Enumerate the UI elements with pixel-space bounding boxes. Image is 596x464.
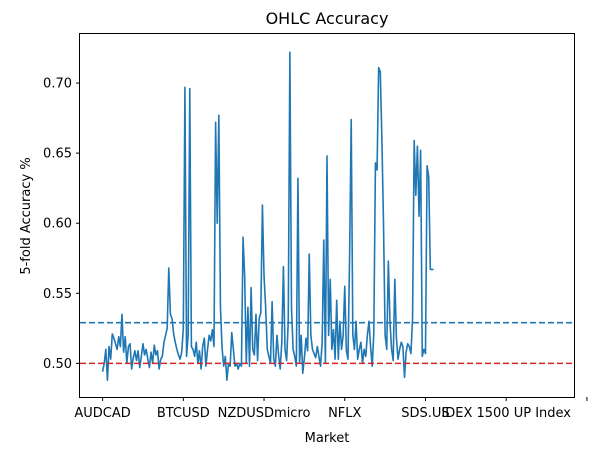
plot-frame: [79, 33, 575, 398]
series-line-0: [101, 51, 434, 381]
x-tick-label: NFLX: [328, 406, 361, 421]
y-tick-label: 0.55: [43, 287, 72, 302]
x-tick-label: SDS.US: [401, 406, 449, 421]
x-axis-title: Market: [305, 431, 350, 446]
y-tick-label: 0.65: [43, 147, 72, 162]
y-tick-label: 0.60: [43, 217, 72, 232]
x-tick-label: NZDUSDmicro: [218, 406, 311, 421]
x-tick-label: AUDCAD: [74, 406, 130, 421]
plot-area: [80, 51, 574, 381]
y-tick-label: 0.50: [43, 357, 72, 372]
y-axis-title: 5-fold Accuracy %: [19, 157, 34, 274]
y-axis: 0.50 0.55 0.60 0.65 0.70: [43, 77, 80, 372]
y-tick-label: 0.70: [43, 77, 72, 92]
x-tick-label: IDEX 1500 UP Index: [441, 406, 571, 421]
chart-title: OHLC Accuracy: [266, 9, 389, 28]
x-tick-label: BTCUSD: [157, 406, 210, 421]
